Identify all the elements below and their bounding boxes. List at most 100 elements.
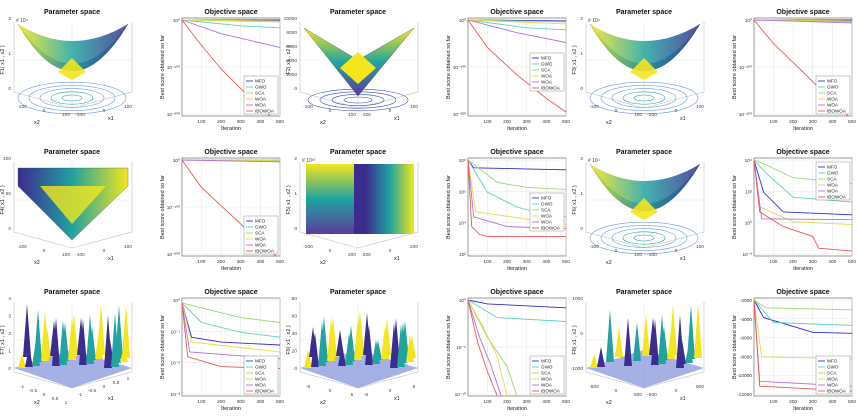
series-line-woa [467,19,567,43]
legend-box [815,75,851,115]
x2-tick-label: 1 [65,400,68,406]
y-tick-label: 10⁻¹⁰⁰ [739,65,752,71]
x-tick-label: 100 [769,259,777,265]
z-tick-label: 0 [8,226,11,232]
legend-label: WOA [255,243,267,248]
y-axis-label: Best score obtained so far [732,315,738,379]
contour-line [343,96,373,104]
y-tick-label: -12000 [737,392,752,398]
x1-tick-label: 100 [124,244,132,250]
x1-tick-label: -0.5 [88,388,97,394]
legend-label: SCA [255,371,265,376]
z-tick-label: 20 [292,349,298,355]
legend-label: MFO [541,359,552,364]
series-line-woa [467,19,567,25]
z-axis-label: F9( x1 , x2 ) [286,325,292,355]
x2-axis-label: x2 [34,120,40,126]
contour-line [39,88,105,108]
x-tick-label: 400 [828,119,836,125]
z-tick-label: 6000 [286,44,297,50]
y-tick-label: 10⁰ [745,221,752,227]
surface-spike [41,310,49,361]
series-line-gwo [181,302,281,338]
y-tick-label: 10⁴ [745,158,752,164]
surface-spike [363,312,371,355]
z-tick-label: 0 [8,366,11,372]
surface-spike [694,304,702,358]
x-tick-label: 400 [256,259,264,265]
y-tick-label: 10⁻⁵ [456,345,466,351]
x-tick-label: 300 [237,399,245,405]
bowl-rim [18,24,128,71]
series-line-mfo [753,299,853,334]
series-line-woa [181,19,281,48]
x1-axis-label: x1 [108,116,114,122]
objective-space-title: Objective space [776,289,829,296]
x2-axis-label: x2 [606,260,612,266]
contour-line [50,91,94,105]
series-line-ibowoa [467,159,566,237]
x2-tick-label: 0 [43,392,46,398]
surface-spike [658,314,666,364]
x2-tick-label: 100 [348,112,356,118]
contour-line [589,81,699,115]
x2-tick-label: 100 [62,112,70,118]
y-tick-label: 10⁻²⁰⁰ [739,112,752,118]
surface-spike [327,318,335,361]
x1-axis-label: x1 [108,396,114,402]
legend-label: WOA [541,214,553,219]
x1-tick-label: -5 [364,392,369,398]
surface-spike [597,347,605,367]
x2-tick-label: 0 [329,388,332,394]
z-tick-label: 0 [8,86,11,92]
benchmark-panel-f9: Parameter space 0 20 40 60 80 F9( x1 , x2 ) -5 0… [286,289,570,412]
legend-label: WOA [541,80,553,85]
y-tick-label: 10⁻¹⁰⁰ [167,205,180,211]
objective-space-title: Objective space [490,289,543,296]
x-tick-label: 300 [809,259,817,265]
legend-box [243,75,279,115]
surface-spike [345,333,353,365]
series-line-sca [467,299,518,397]
z-axis-label: F4( x1 , x2 ) [0,185,6,215]
x1-tick-label: 200 [410,244,418,250]
y-tick-label: 10⁰ [459,298,466,304]
z-tick-label: 1 [294,191,297,197]
legend-label: MFO [541,56,552,61]
x-tick-label: 400 [542,119,550,125]
bowl-center [630,58,658,80]
surface-spike [381,325,389,359]
legend-label: IBOWOA [541,226,561,231]
x2-tick-label: -500 [589,384,599,390]
legend-label: WOA [541,383,553,388]
series-line-sca [467,159,567,190]
x2-tick-label: -100 [17,244,27,250]
legend-label: SCA [827,91,837,96]
surface-spike [25,347,33,367]
x-tick-label: 200 [503,399,511,405]
x-tick-label: 500 [276,399,284,405]
legend-box [529,192,565,232]
legend-label: IBOWOA [541,389,561,394]
z-exponent-label: # 10¹⁰ [302,158,315,164]
z-tick-label: 2 [294,156,297,162]
legend-label: GWO [255,85,267,90]
x-tick-label: 100 [197,399,205,405]
z-tick-label: 2 [580,16,583,22]
legend-label: MFO [255,219,266,224]
z-tick-label: 1 [580,51,583,57]
x-tick-label: 300 [523,119,531,125]
z-tick-label: 40 [292,331,298,337]
x1-tick-label: 100 [410,104,418,110]
x2-tick-label: -100 [589,104,599,110]
legend-label: WOA [827,189,839,194]
objective-space-title: Objective space [490,9,543,16]
legend-label: WOA [541,74,553,79]
x2-axis-label: x2 [34,260,40,266]
valley-floor [354,164,366,234]
x1-axis-label: x1 [680,116,686,122]
surface-spike [122,304,130,358]
x2-axis-label: x2 [606,120,612,126]
contour-line [589,221,699,255]
legend-label: WOA [255,377,267,382]
